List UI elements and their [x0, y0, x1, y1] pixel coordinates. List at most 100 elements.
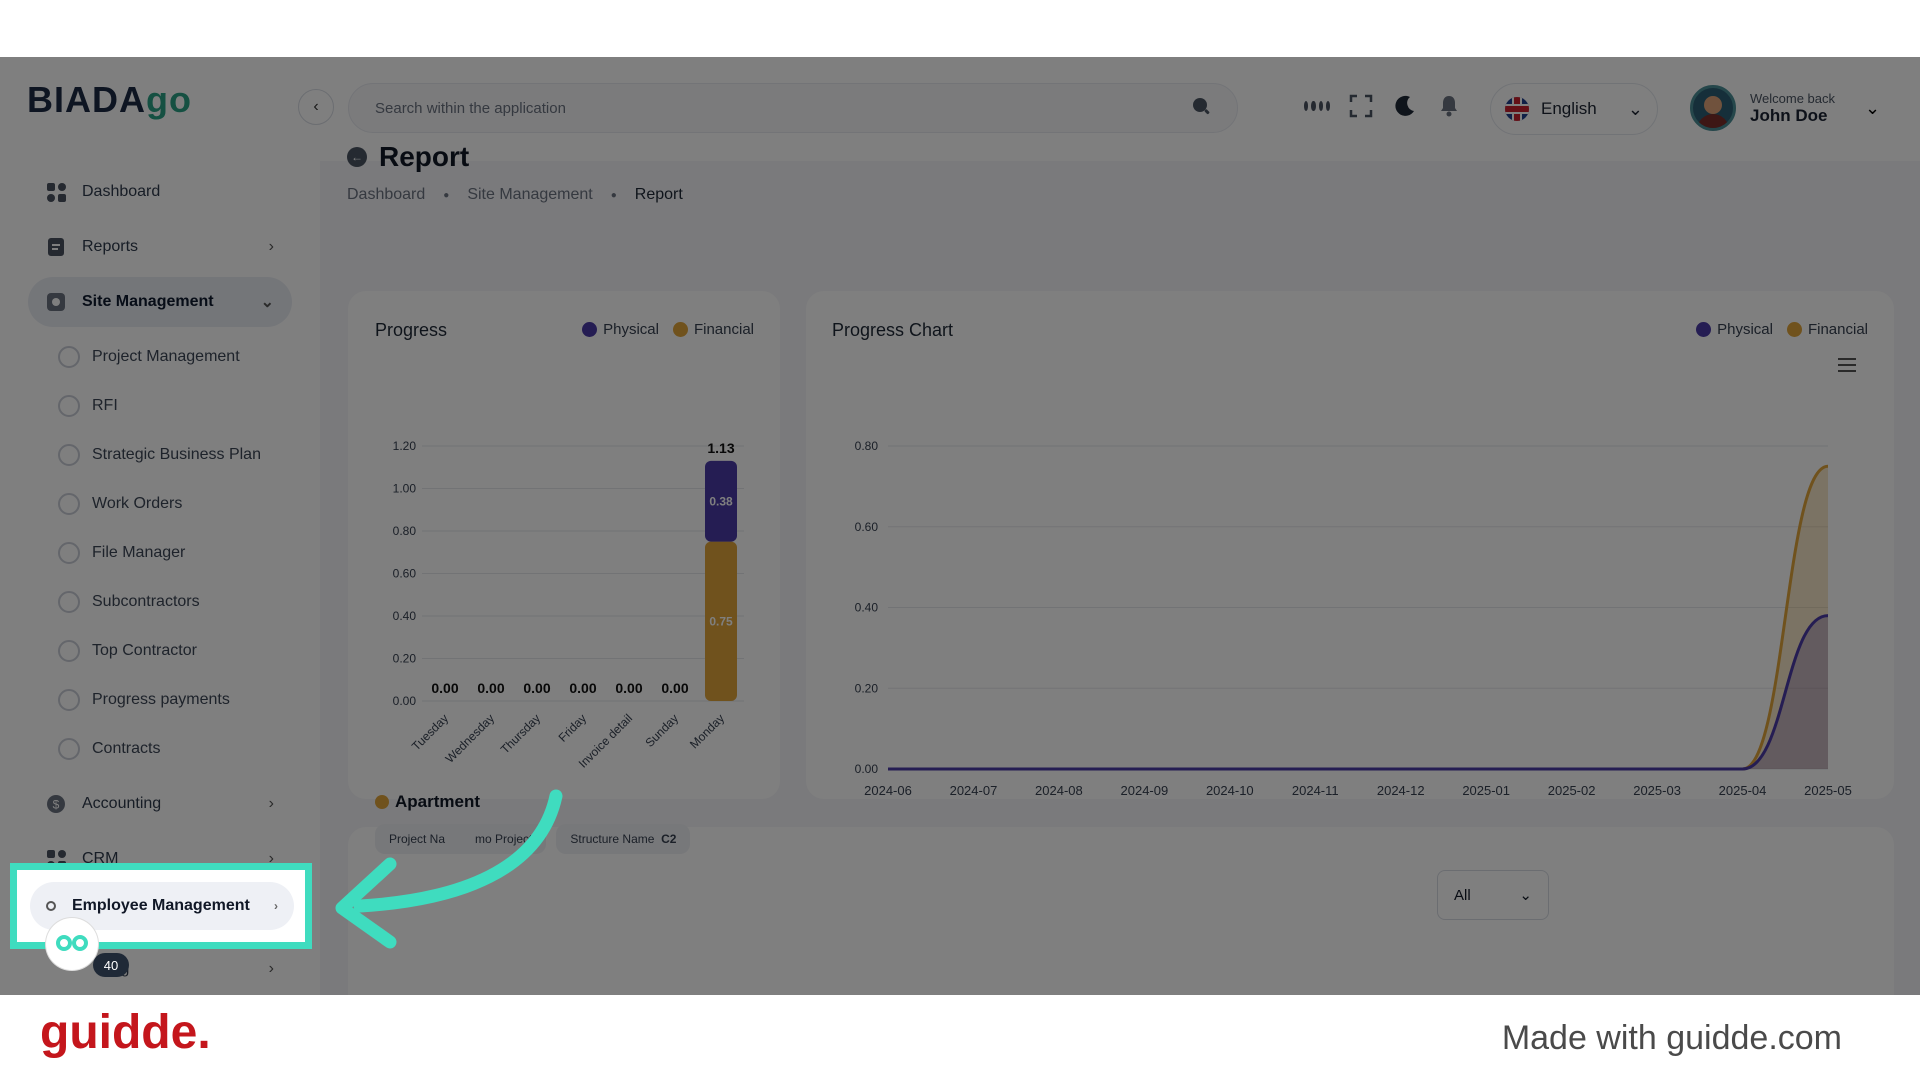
search-input[interactable]: Search within the application	[348, 83, 1238, 133]
apps-icon[interactable]	[1304, 93, 1330, 119]
sidebar-subitem-subcontractors[interactable]: Subcontractors	[28, 577, 292, 626]
x-tick-label: Monday	[687, 711, 727, 751]
sidebar-item-accounting[interactable]: $ Accounting ›	[28, 779, 292, 829]
breadcrumb-dashboard[interactable]: Dashboard	[347, 186, 426, 203]
sidebar-subitem-file-manager[interactable]: File Manager	[28, 528, 292, 577]
x-tick-label: 2024-11	[1292, 783, 1339, 798]
uk-flag-icon	[1505, 97, 1529, 121]
bar-total-label: 0.00	[477, 680, 504, 696]
bell-icon[interactable]	[1436, 93, 1462, 119]
page-title-text: Report	[379, 141, 470, 172]
x-tick-label: Wednesday	[443, 711, 498, 766]
breadcrumb-report: Report	[634, 186, 683, 203]
employee-icon	[46, 901, 56, 911]
x-tick-label: 2025-01	[1462, 783, 1510, 798]
sidebar-subitem-rfi[interactable]: RFI	[28, 381, 292, 430]
bar-total-label: 0.00	[431, 680, 458, 696]
progress-chart-card: Progress Chart Physical Financial 0.00 0.…	[806, 291, 1894, 799]
collapse-sidebar-button[interactable]: ‹	[298, 89, 334, 125]
circle-icon	[58, 590, 80, 613]
sidebar-subitem-top-contractor[interactable]: Top Contractor	[28, 626, 292, 675]
bar-total-label: 0.00	[569, 680, 596, 696]
x-tick-label: 2024-07	[950, 783, 998, 798]
circle-icon	[58, 639, 80, 662]
sidebar-subitem-label: RFI	[92, 396, 118, 414]
x-tick-label: 2025-03	[1633, 783, 1681, 798]
chevron-right-icon: ›	[274, 899, 278, 913]
x-tick-label: Tuesday	[409, 711, 451, 753]
avatar	[1690, 85, 1736, 131]
y-tick-label: 0.40	[393, 609, 417, 623]
x-tick-label: 2024-10	[1206, 783, 1254, 798]
chevron-down-icon: ⌄	[1519, 887, 1532, 904]
y-tick-label: 0.40	[855, 601, 879, 615]
x-tick-label: 2025-05	[1804, 783, 1852, 798]
filter-select-value: All	[1454, 886, 1471, 904]
sidebar-subitem-label: Work Orders	[92, 494, 183, 512]
welcome-text: Welcome back	[1750, 90, 1836, 106]
circle-icon	[58, 541, 80, 564]
y-tick-label: 0.20	[855, 681, 879, 695]
fullscreen-icon[interactable]	[1348, 93, 1374, 119]
filter-select[interactable]: All ⌄	[1437, 870, 1549, 920]
chevron-right-icon: ›	[268, 795, 274, 812]
made-with-text: Made with guidde.com	[1501, 1019, 1842, 1057]
dashboard-icon	[46, 182, 66, 202]
guidde-bubble[interactable]	[46, 918, 98, 970]
sidebar-subitem-contracts[interactable]: Contracts	[28, 724, 292, 773]
sidebar-subitem-label: Strategic Business Plan	[92, 445, 261, 463]
y-tick-label: 1.00	[393, 482, 417, 496]
x-tick-label: Friday	[556, 711, 589, 744]
series-line-financial	[888, 464, 1829, 771]
sidebar-item-dashboard[interactable]: Dashboard	[28, 167, 292, 217]
sidebar-subitem-label: Contracts	[92, 739, 161, 757]
structure-name-chip: Structure Name C2	[556, 824, 691, 854]
search-placeholder: Search within the application	[375, 99, 566, 117]
sidebar-item-site-management[interactable]: Site Management ⌄	[28, 277, 292, 327]
search-icon[interactable]	[1191, 96, 1211, 120]
y-tick-label: 1.20	[393, 439, 417, 453]
bar-segment-label: 0.75	[709, 614, 733, 628]
bar-total-label: 0.00	[615, 680, 642, 696]
breadcrumb-separator: ●	[443, 189, 450, 201]
x-tick-label: Thursday	[498, 711, 543, 756]
sidebar-subitem-work-orders[interactable]: Work Orders	[28, 479, 292, 528]
back-icon[interactable]: ←	[347, 147, 367, 167]
sidebar-item-label: Accounting	[82, 795, 162, 812]
sidebar-subitem-label: Top Contractor	[92, 641, 197, 659]
circle-icon	[58, 443, 80, 466]
user-menu[interactable]: Welcome back John Doe ⌄	[1690, 85, 1880, 131]
breadcrumb-site-management[interactable]: Site Management	[467, 186, 593, 203]
moon-icon[interactable]	[1392, 93, 1418, 119]
step-count-badge: 40	[93, 953, 129, 977]
bar-total-label: 0.00	[661, 680, 688, 696]
x-tick-label: 2025-04	[1719, 783, 1767, 798]
app-logo[interactable]: BIADAgo	[27, 79, 192, 120]
breadcrumb-separator: ●	[610, 189, 617, 201]
sidebar-item-label: Site Management	[82, 293, 214, 310]
y-tick-label: 0.60	[393, 567, 417, 581]
sidebar-subitem-project-management[interactable]: Project Management	[28, 332, 292, 381]
guidde-logo-icon	[56, 935, 88, 951]
y-tick-label: 0.60	[855, 520, 879, 534]
x-tick-label: 2024-09	[1121, 783, 1169, 798]
breadcrumb: Dashboard ● Site Management ● Report	[347, 186, 683, 204]
user-name: John Doe	[1750, 105, 1828, 125]
sidebar-item-label: Employee Management	[72, 897, 250, 914]
circle-icon	[58, 737, 80, 760]
x-tick-label: 2024-08	[1035, 783, 1083, 798]
sidebar-subitem-strategic-business-plan[interactable]: Strategic Business Plan	[28, 430, 292, 479]
sidebar-item-reports[interactable]: Reports ›	[28, 222, 292, 272]
x-tick-label: 2025-02	[1548, 783, 1596, 798]
sidebar-subitem-label: Progress payments	[92, 690, 230, 708]
svg-text:$: $	[53, 798, 60, 812]
chevron-down-icon: ⌄	[1865, 97, 1881, 118]
chevron-right-icon: ›	[268, 238, 274, 255]
sidebar-subitem-progress-payments[interactable]: Progress payments	[28, 675, 292, 724]
app-window: BIADAgo Dashboard Reports › Site Managem…	[0, 57, 1920, 995]
area-fill-financial	[888, 466, 1828, 769]
guidde-brand: guidde.	[40, 1006, 211, 1059]
dollar-icon: $	[46, 794, 66, 814]
site-icon	[46, 292, 66, 312]
language-select[interactable]: English ⌄	[1490, 83, 1658, 135]
